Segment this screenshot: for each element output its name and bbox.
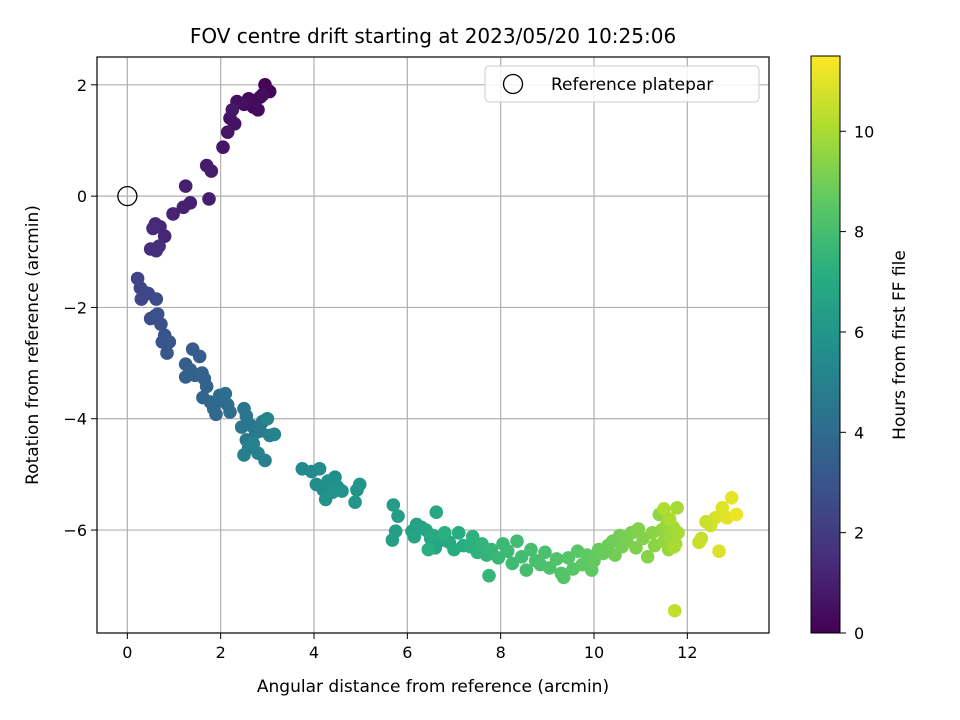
colorbar: 0 2 4 6 8 10 Hours from first FF file — [810, 55, 910, 643]
data-point — [237, 448, 251, 462]
data-point — [225, 103, 240, 117]
y-tick-label: 0 — [77, 187, 87, 206]
data-point — [587, 553, 601, 568]
data-point — [192, 349, 207, 364]
y-axis: −6 −4 −2 0 2 — [63, 76, 97, 540]
data-point — [216, 140, 230, 154]
data-point — [199, 379, 214, 394]
data-point — [178, 179, 193, 193]
data-point — [640, 549, 655, 564]
data-point — [500, 544, 515, 558]
data-point — [482, 568, 496, 583]
y-tick-label: −2 — [63, 298, 87, 317]
data-point — [160, 346, 174, 360]
data-point — [149, 292, 164, 306]
data-point — [549, 552, 564, 566]
data-point — [255, 88, 270, 102]
legend-entry: Reference platepar — [551, 75, 713, 95]
y-tick-label: −4 — [63, 410, 87, 429]
colorbar-tick-label: 0 — [854, 624, 864, 643]
data-point — [514, 549, 529, 564]
data-point — [348, 495, 362, 510]
colorbar-tick-label: 4 — [854, 423, 864, 442]
x-axis-label: Angular distance from reference (arcmin) — [257, 677, 609, 697]
x-tick-label: 4 — [309, 643, 319, 662]
x-tick-label: 2 — [216, 643, 226, 662]
colorbar-tick-label: 2 — [854, 524, 864, 543]
data-point — [220, 125, 235, 139]
data-point — [204, 164, 219, 178]
x-axis: 0 2 4 6 8 10 12 — [122, 633, 698, 662]
data-point — [426, 528, 440, 543]
x-tick-label: 8 — [496, 643, 506, 662]
data-point — [146, 221, 160, 236]
data-point — [662, 512, 677, 526]
data-point — [260, 411, 275, 426]
data-point — [218, 386, 233, 401]
data-point — [150, 307, 165, 321]
data-point — [556, 570, 571, 585]
data-point — [209, 407, 223, 422]
data-point — [162, 335, 177, 349]
data-point — [246, 436, 261, 451]
data-point — [699, 514, 713, 529]
y-axis-label: Rotation from reference (arcmin) — [23, 205, 43, 485]
data-point — [692, 535, 706, 550]
data-point — [510, 534, 524, 548]
data-points — [130, 78, 744, 618]
data-point — [671, 526, 685, 540]
data-point — [176, 200, 191, 215]
data-point — [166, 207, 180, 221]
colorbar-tick-label: 8 — [854, 223, 864, 242]
data-point — [352, 477, 367, 492]
data-point — [385, 533, 400, 547]
data-point — [465, 529, 480, 544]
data-point — [629, 541, 643, 555]
data-point — [391, 509, 405, 523]
data-point — [519, 563, 534, 577]
legend-marker-ring-icon — [502, 73, 524, 95]
data-point — [258, 453, 272, 468]
plot-frame — [96, 56, 770, 634]
colorbar-tick-label: 10 — [854, 122, 874, 141]
data-point — [386, 498, 401, 512]
data-point — [670, 500, 684, 515]
x-tick-label: 10 — [584, 643, 604, 662]
reference-point-ring-icon — [117, 185, 138, 207]
colorbar-ticks: 0 2 4 6 8 10 — [840, 122, 874, 643]
data-point — [437, 526, 452, 540]
data-point — [657, 502, 671, 516]
reference-marker — [117, 185, 138, 207]
data-point — [429, 505, 444, 520]
data-point — [729, 507, 744, 522]
data-point — [421, 542, 436, 557]
data-point — [267, 427, 282, 442]
colorbar-label: Hours from first FF file — [890, 250, 910, 440]
data-point — [325, 485, 340, 500]
legend: Reference platepar — [484, 65, 760, 103]
data-point — [538, 545, 552, 560]
data-point — [451, 526, 466, 540]
colorbar-gradient — [810, 55, 841, 634]
data-point — [724, 490, 739, 505]
data-point — [202, 192, 216, 206]
y-tick-label: −6 — [63, 521, 87, 540]
data-point — [667, 539, 682, 554]
colorbar-tick-label: 6 — [854, 323, 864, 342]
data-point — [524, 542, 538, 557]
data-point — [152, 239, 166, 254]
x-tick-label: 0 — [122, 643, 132, 662]
data-point — [407, 529, 422, 544]
data-point — [712, 544, 726, 558]
data-point — [667, 603, 682, 618]
data-point — [251, 103, 265, 117]
legend-box — [484, 65, 760, 103]
chart-title: FOV centre drift starting at 2023/05/20 … — [190, 24, 676, 48]
x-tick-label: 6 — [402, 643, 412, 662]
data-point — [312, 462, 327, 476]
data-point — [223, 405, 237, 419]
y-tick-label: 2 — [77, 76, 87, 95]
x-tick-label: 12 — [677, 643, 697, 662]
